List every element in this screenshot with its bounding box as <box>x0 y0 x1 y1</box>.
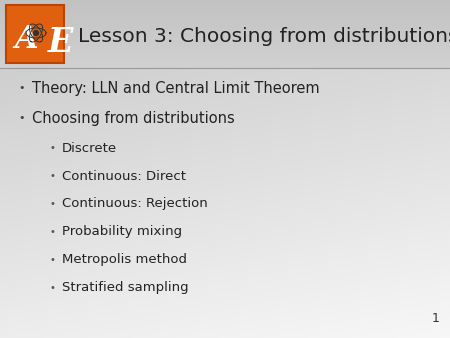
Text: 1: 1 <box>432 312 440 325</box>
Text: Discrete: Discrete <box>62 142 117 154</box>
Text: Theory: LLN and Central Limit Theorem: Theory: LLN and Central Limit Theorem <box>32 80 320 96</box>
Text: Continuous: Direct: Continuous: Direct <box>62 169 186 183</box>
Text: E: E <box>48 26 73 59</box>
Text: •: • <box>19 113 25 123</box>
Text: Lesson 3: Choosing from distributions: Lesson 3: Choosing from distributions <box>78 26 450 46</box>
Text: •: • <box>49 143 55 153</box>
Text: Probability mixing: Probability mixing <box>62 225 182 239</box>
Text: •: • <box>49 171 55 181</box>
Text: •: • <box>49 283 55 293</box>
Bar <box>6 5 64 63</box>
Text: Choosing from distributions: Choosing from distributions <box>32 111 235 125</box>
Circle shape <box>33 30 39 35</box>
Text: A: A <box>14 24 38 55</box>
Text: •: • <box>49 227 55 237</box>
Text: Stratified sampling: Stratified sampling <box>62 282 189 294</box>
Text: •: • <box>49 255 55 265</box>
Text: Metropolis method: Metropolis method <box>62 254 187 266</box>
Text: •: • <box>19 83 25 93</box>
Text: Continuous: Rejection: Continuous: Rejection <box>62 197 208 211</box>
Text: •: • <box>49 199 55 209</box>
